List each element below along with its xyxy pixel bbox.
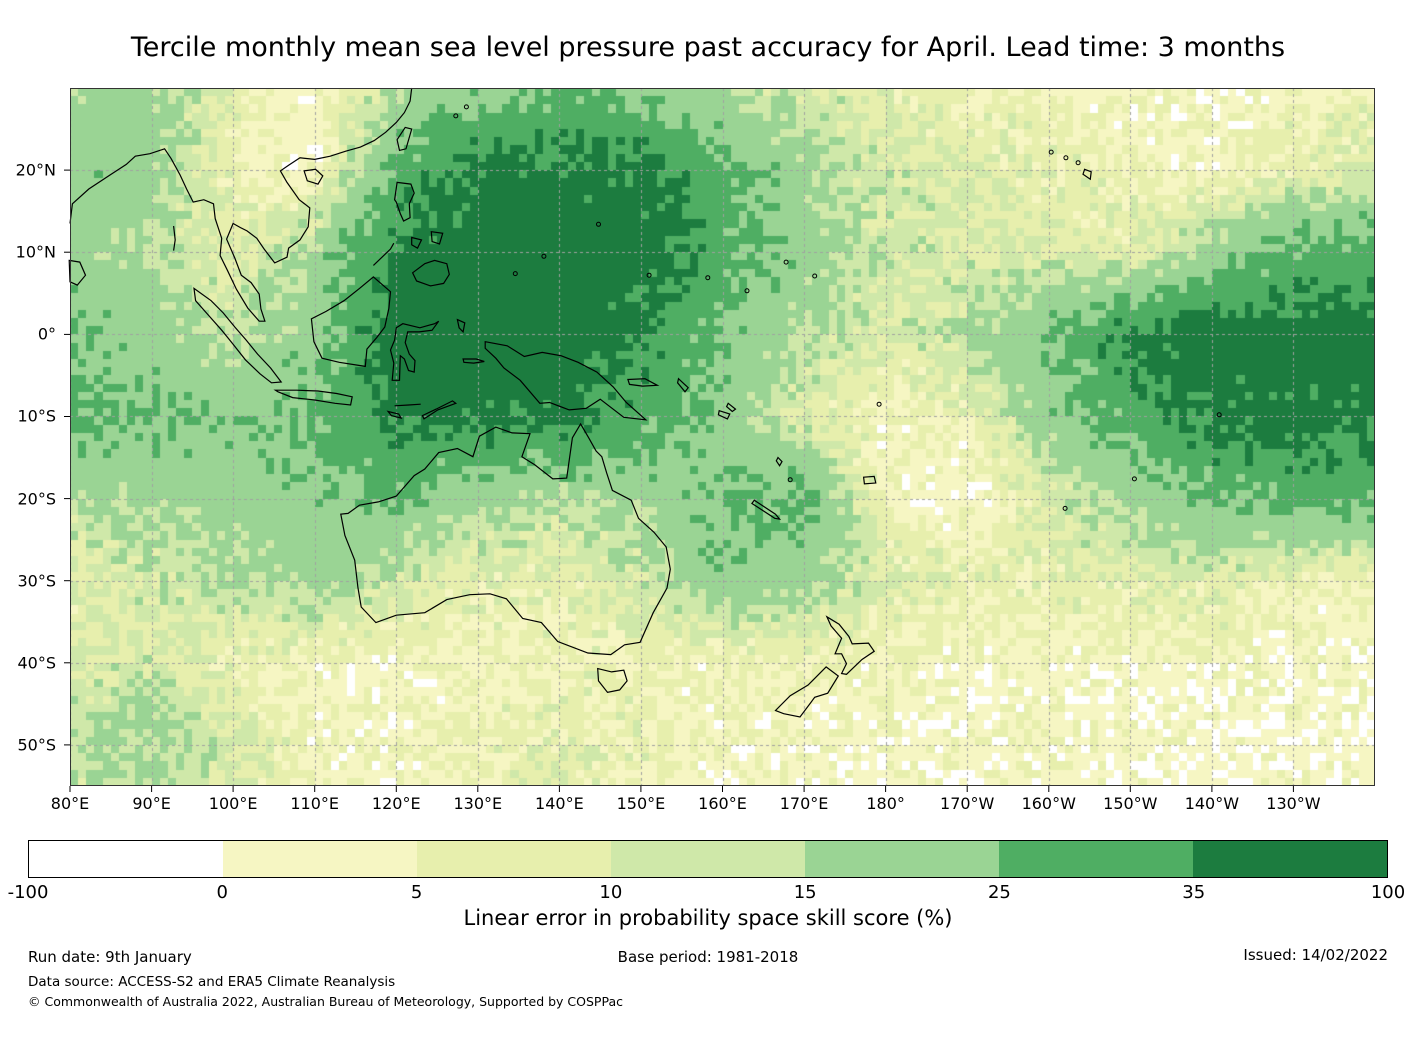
y-tick-label: 30°S [17, 571, 56, 591]
x-tick-label: 170°W [940, 794, 995, 813]
colorbar-segment [805, 841, 999, 877]
x-tick-label: 160°W [1021, 794, 1076, 813]
colorbar-segment [611, 841, 805, 877]
x-tick-label: 90°E [132, 794, 171, 813]
x-tick-label: 170°E [779, 794, 829, 813]
heatmap-canvas [70, 88, 1375, 786]
colorbar-tick-label: 15 [793, 882, 817, 903]
y-tick-label: 10°S [17, 406, 56, 426]
x-axis: 80°E 90°E 100°E 110°E 120°E 130°E 140°E 150°E 16… [51, 794, 1375, 818]
colorbar-label: Linear error in probability space skill … [463, 906, 953, 930]
x-tick-label: 110°E [290, 794, 340, 813]
colorbar-segment [223, 841, 417, 877]
colorbar-tick-label: -100 [7, 882, 49, 903]
x-tick-label: 100°E [208, 794, 258, 813]
x-tick-label: 130°E [453, 794, 503, 813]
y-tick-label: 20°N [15, 160, 56, 180]
x-tick-label: 130°W [1266, 794, 1321, 813]
colorbar-tick-label: 25 [987, 882, 1011, 903]
x-tick-label: 80°E [50, 794, 90, 813]
footer-left: Run date: 9th January Data source: ACCES… [28, 948, 623, 1009]
x-tick-label: 140°W [1184, 794, 1240, 813]
colorbar [28, 840, 1388, 878]
data-source: Data source: ACCESS-S2 and ERA5 Climate … [28, 974, 396, 990]
x-tick-label: 140°E [535, 794, 584, 813]
x-tick-label: 120°E [371, 794, 421, 813]
colorbar-tick-label: 5 [410, 882, 423, 903]
y-axis: 20°N 10°N 0° 10°S 20°S 30°S 40°S 50°S [0, 88, 62, 786]
colorbar-ticks: -100 0 5 10 15 25 35 100 [8, 882, 1406, 904]
y-tick-label: 10°N [15, 242, 56, 262]
x-tick-label: 150°W [1103, 794, 1158, 813]
base-period: Base period: 1981-2018 [617, 948, 799, 966]
colorbar-tick-label: 100 [1370, 882, 1406, 903]
x-tick-label: 180° [866, 794, 905, 813]
map-plot [64, 87, 1375, 792]
issued-date: Issued: 14/02/2022 [1243, 946, 1388, 964]
chart-title: Tercile monthly mean sea level pressure … [130, 32, 1286, 63]
x-tick-label: 150°E [616, 794, 666, 813]
y-tick-label: 20°S [17, 489, 56, 509]
colorbar-tick-label: 10 [599, 882, 623, 903]
y-tick-label: 0° [37, 324, 56, 344]
copyright: © Commonwealth of Australia 2022, Austra… [28, 994, 623, 1009]
run-date: Run date: 9th January [28, 948, 192, 966]
colorbar-tick-label: 0 [216, 882, 229, 903]
colorbar-segment [29, 841, 223, 877]
colorbar-segment [417, 841, 611, 877]
y-tick-label: 40°S [17, 653, 56, 673]
x-tick-label: 160°E [698, 794, 747, 813]
colorbar-segment [999, 841, 1193, 877]
colorbar-segment [1193, 841, 1387, 877]
colorbar-tick-label: 35 [1182, 882, 1206, 903]
y-tick-label: 50°S [17, 735, 56, 755]
